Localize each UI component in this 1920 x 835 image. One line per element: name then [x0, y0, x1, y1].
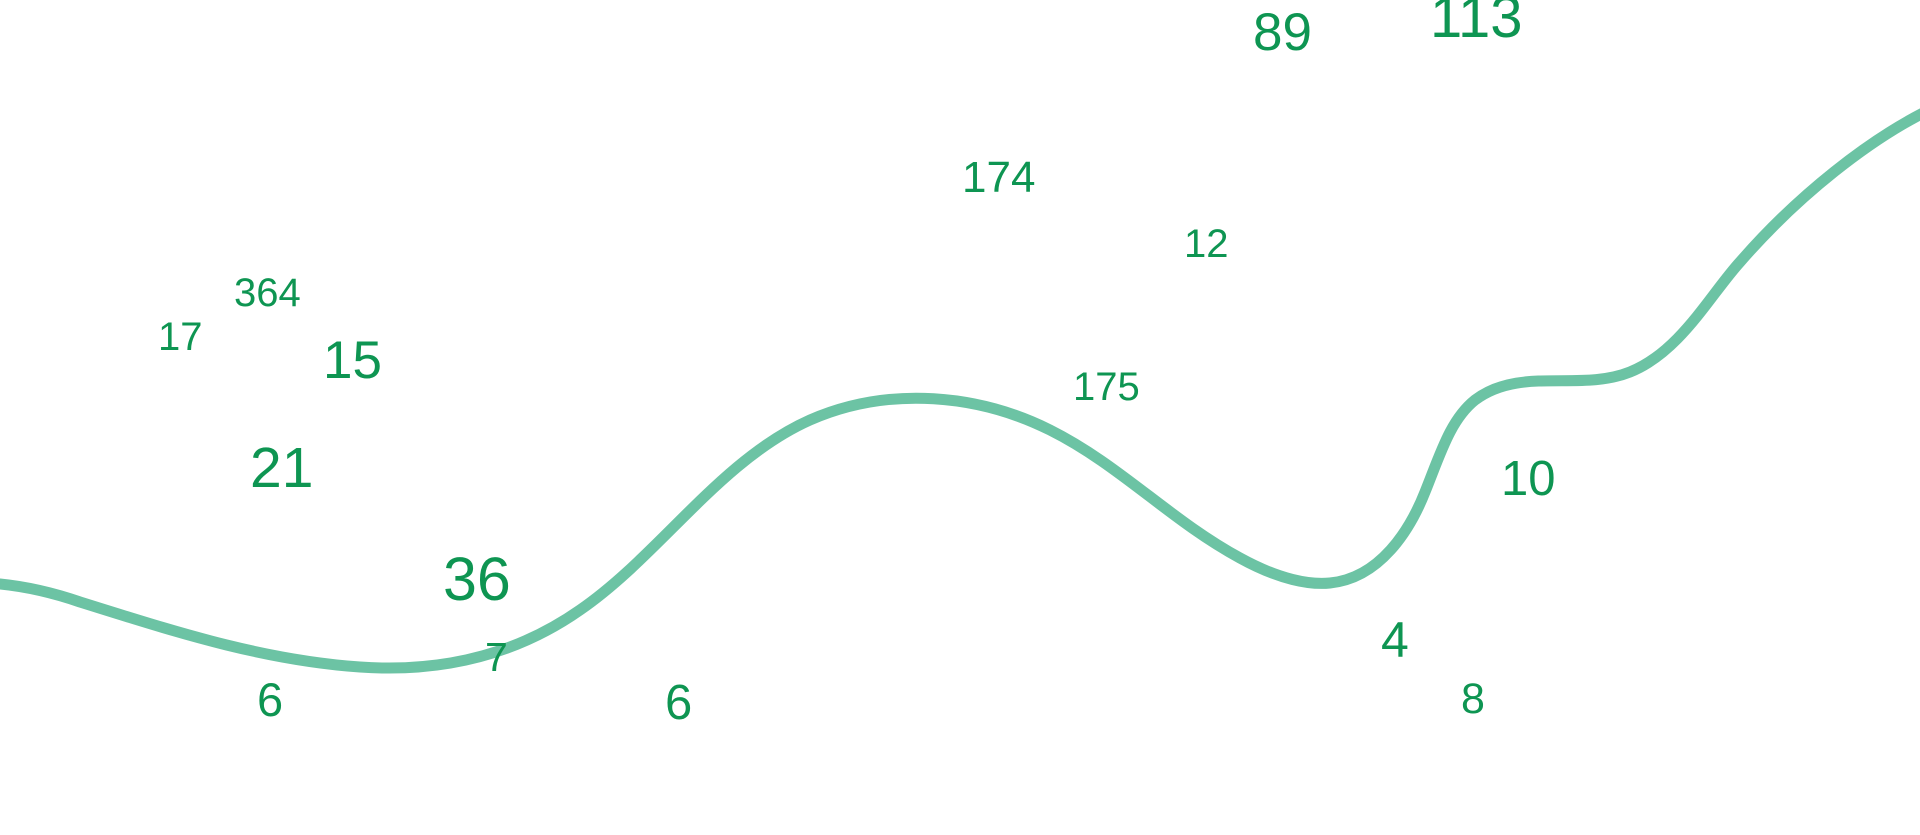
number-label: 12 — [1184, 222, 1229, 266]
number-label: 8 — [1461, 675, 1485, 723]
number-label: 113 — [1430, 0, 1523, 50]
number-label: 17 — [158, 315, 203, 359]
number-label: 174 — [962, 153, 1036, 202]
number-label: 6 — [665, 676, 693, 730]
number-label: 15 — [323, 331, 382, 390]
number-label: 36 — [443, 545, 511, 613]
curve-line — [0, 108, 1920, 674]
number-label: 10 — [1501, 452, 1556, 506]
number-label: 175 — [1073, 365, 1140, 409]
number-label: 89 — [1253, 3, 1312, 62]
number-label: 364 — [234, 271, 301, 315]
number-label: 21 — [250, 436, 314, 500]
number-label: 4 — [1381, 612, 1409, 668]
number-label: 7 — [485, 634, 508, 680]
number-label: 6 — [257, 673, 284, 726]
